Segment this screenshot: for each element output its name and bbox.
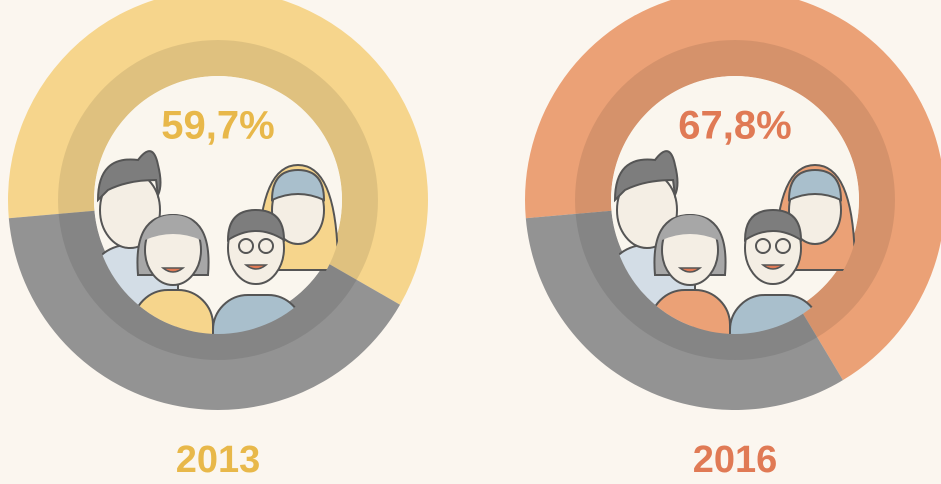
year-label: 2016: [693, 439, 778, 481]
donut-segment: [8, 0, 428, 305]
percent-label: 59,7%: [161, 104, 274, 148]
donut-segment: [525, 0, 941, 381]
year-label: 2013: [176, 439, 261, 481]
percent-label: 67,8%: [678, 104, 791, 148]
donut-segment: [525, 210, 843, 410]
